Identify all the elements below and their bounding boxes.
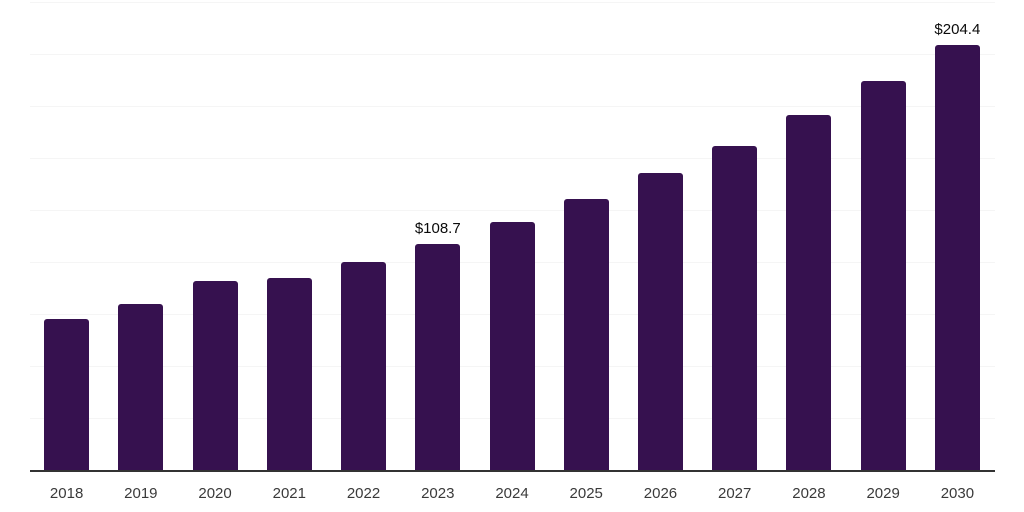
bar-2021 xyxy=(266,278,312,470)
x-tick-label-2019: 2019 xyxy=(124,485,158,502)
x-tick-label-2024: 2024 xyxy=(495,485,529,502)
value-label-2023: $108.7 xyxy=(414,219,461,237)
x-tick-label-2030: 2030 xyxy=(940,485,975,502)
bar-2019 xyxy=(118,304,164,470)
gridline xyxy=(29,106,995,107)
bar-2018 xyxy=(44,318,90,470)
bar-2027 xyxy=(712,145,758,470)
gridline xyxy=(29,158,995,159)
x-tick-label-2020: 2020 xyxy=(198,485,232,502)
bar-2025 xyxy=(563,199,609,470)
x-tick-label-2028: 2028 xyxy=(792,485,826,502)
x-tick-label-2025: 2025 xyxy=(569,485,603,502)
x-axis-line xyxy=(29,469,995,472)
gridline xyxy=(29,54,995,55)
gridline xyxy=(29,210,995,211)
x-tick-label-2022: 2022 xyxy=(346,485,381,502)
x-tick-label-2029: 2029 xyxy=(866,485,900,502)
value-label-2030: $204.4 xyxy=(934,20,981,38)
bar-2020 xyxy=(192,280,238,470)
bar-2029 xyxy=(860,81,906,470)
bar-2024 xyxy=(489,221,535,470)
x-tick-label-2021: 2021 xyxy=(272,485,306,502)
bar-2022 xyxy=(341,262,387,470)
x-tick-label-2026: 2026 xyxy=(643,485,678,502)
bar-2026 xyxy=(637,173,683,470)
bar-2023 xyxy=(415,243,461,470)
bar-2028 xyxy=(786,115,832,470)
bar-2030 xyxy=(934,44,980,470)
x-tick-label-2027: 2027 xyxy=(718,485,752,502)
x-tick-label-2018: 2018 xyxy=(49,485,84,502)
gridline xyxy=(29,2,995,3)
x-tick-label-2023: 2023 xyxy=(421,485,455,502)
